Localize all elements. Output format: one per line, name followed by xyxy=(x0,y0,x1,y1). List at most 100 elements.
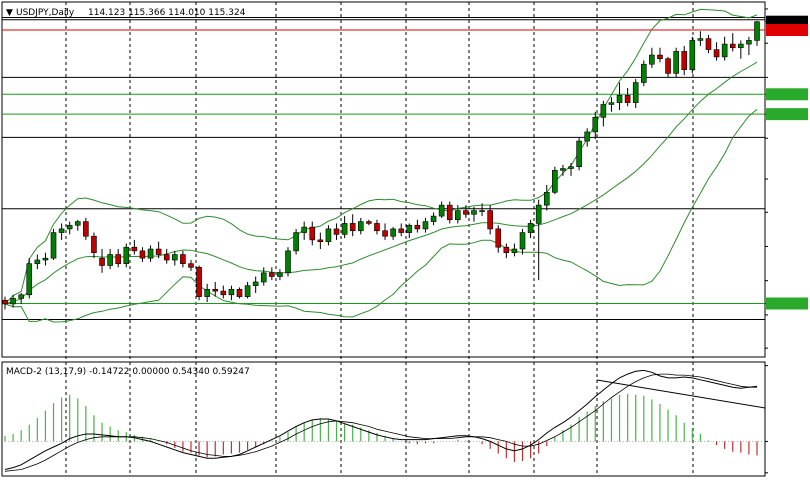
bearish-candle xyxy=(705,38,712,50)
bullish-candle xyxy=(673,51,679,74)
bullish-candle xyxy=(535,204,542,224)
macd-line xyxy=(4,369,758,470)
bullish-candle xyxy=(721,43,728,58)
bullish-candle xyxy=(511,248,518,253)
bollinger-bands-layer xyxy=(4,8,758,323)
bearish-candle xyxy=(115,254,122,264)
bearish-candle xyxy=(463,210,469,215)
bullish-candle xyxy=(277,272,283,277)
bearish-candle xyxy=(139,250,146,259)
macd-layer xyxy=(2,365,768,474)
macd-signal-line xyxy=(4,373,757,472)
bearish-candle xyxy=(220,290,227,296)
bullish-candle xyxy=(649,54,655,65)
bullish-candle xyxy=(58,228,65,233)
bearish-candle xyxy=(309,226,316,241)
price-tags-layer xyxy=(766,15,808,310)
bullish-candle xyxy=(697,38,704,41)
bullish-candle xyxy=(568,166,574,169)
macd-trendline xyxy=(596,379,766,409)
bearish-candle xyxy=(414,224,421,230)
bullish-candle xyxy=(592,116,599,133)
bullish-candle xyxy=(34,259,41,264)
bullish-candle xyxy=(123,246,130,264)
bullish-candle xyxy=(204,288,210,297)
bearish-candle xyxy=(503,246,510,253)
bullish-candle xyxy=(357,221,364,232)
bullish-candle xyxy=(50,232,57,259)
candles-layer xyxy=(2,20,760,310)
bearish-candle xyxy=(2,299,8,305)
bullish-candle xyxy=(26,263,33,296)
bearish-candle xyxy=(155,248,162,255)
bearish-candle xyxy=(495,228,502,248)
bullish-candle xyxy=(74,221,81,226)
bullish-candle xyxy=(576,140,582,167)
bullish-candle xyxy=(252,281,259,286)
bullish-candle xyxy=(738,43,744,49)
bullish-candle xyxy=(341,223,348,235)
macd-label: MACD-2 (13,17,9) -0.14722 0.00000 0.5434… xyxy=(6,367,250,377)
bullish-candle xyxy=(560,168,566,171)
price-tag-box xyxy=(766,297,808,310)
bearish-candle xyxy=(317,239,324,243)
bullish-candle xyxy=(632,82,639,103)
bullish-candle xyxy=(455,210,461,221)
bearish-candle xyxy=(624,95,631,103)
bullish-candle xyxy=(42,257,49,261)
price-tag-box xyxy=(766,23,808,36)
bearish-candle xyxy=(131,246,138,252)
bullish-candle xyxy=(260,272,267,283)
bearish-candle xyxy=(665,58,671,74)
bullish-candle xyxy=(552,170,558,193)
bollinger-upper-band xyxy=(4,8,758,305)
bullish-candle xyxy=(600,104,607,118)
bullish-candle xyxy=(285,250,291,274)
bullish-candle xyxy=(244,285,251,297)
bearish-candle xyxy=(374,223,380,232)
bearish-candle xyxy=(196,267,202,297)
bullish-candle xyxy=(616,95,623,103)
bearish-candle xyxy=(366,221,372,224)
bearish-candle xyxy=(188,263,194,268)
bearish-candle xyxy=(91,235,97,253)
bullish-candle xyxy=(689,40,696,71)
bearish-candle xyxy=(713,49,720,58)
bullish-candle xyxy=(519,232,526,250)
price-tag-box xyxy=(766,108,808,121)
level-lines-layer xyxy=(2,17,765,320)
bullish-candle xyxy=(584,131,590,142)
bullish-candle xyxy=(479,210,485,212)
price-tag-box xyxy=(766,15,808,28)
bearish-candle xyxy=(269,272,275,277)
price-tag-box xyxy=(766,88,808,101)
bearish-candle xyxy=(180,254,186,264)
bullish-candle xyxy=(301,226,307,233)
bullish-candle xyxy=(608,102,615,105)
bullish-candle xyxy=(406,224,413,233)
bearish-candle xyxy=(83,221,89,237)
bearish-candle xyxy=(487,210,493,230)
bullish-candle xyxy=(10,298,16,305)
ohlc-readout: 114.123 115.366 114.010 115.324 xyxy=(88,8,246,18)
bullish-candle xyxy=(172,254,178,261)
bearish-candle xyxy=(236,288,243,297)
bearish-candle xyxy=(398,228,405,233)
symbol-dropdown-icon[interactable]: ▼ xyxy=(6,8,13,18)
bullish-candle xyxy=(543,192,550,206)
bullish-candle xyxy=(228,288,235,296)
bullish-candle xyxy=(438,204,445,217)
bearish-candle xyxy=(212,288,219,292)
bearish-candle xyxy=(446,204,453,221)
grid-layer xyxy=(65,2,694,476)
bullish-candle xyxy=(746,40,752,45)
bullish-candle xyxy=(293,232,299,252)
bullish-candle xyxy=(66,224,73,230)
bullish-candle xyxy=(390,228,396,237)
bearish-candle xyxy=(382,230,388,237)
bullish-candle xyxy=(18,294,24,299)
bollinger-middle-band xyxy=(4,61,758,305)
bearish-candle xyxy=(681,51,688,71)
